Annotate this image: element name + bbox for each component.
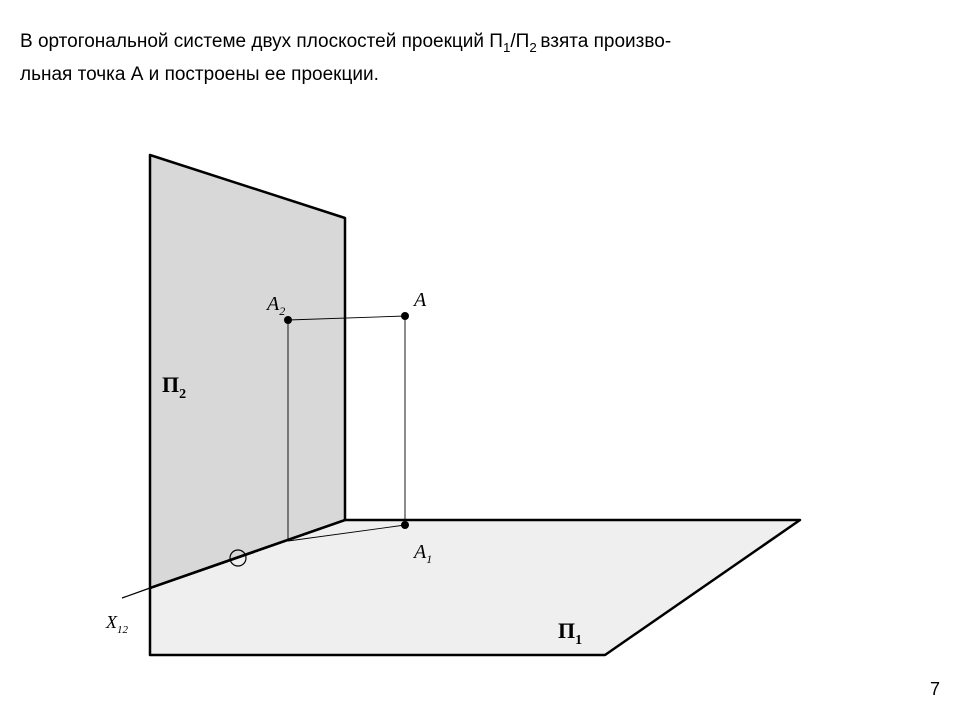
label-X12: X12 <box>105 612 129 636</box>
projection-diagram: П2П1AA2A1X12 <box>0 0 960 720</box>
point-A <box>401 312 409 320</box>
axis-x12-tail <box>122 588 150 598</box>
point-A1 <box>401 521 409 529</box>
plane-p2 <box>150 155 345 588</box>
label-A: A <box>412 289 427 311</box>
